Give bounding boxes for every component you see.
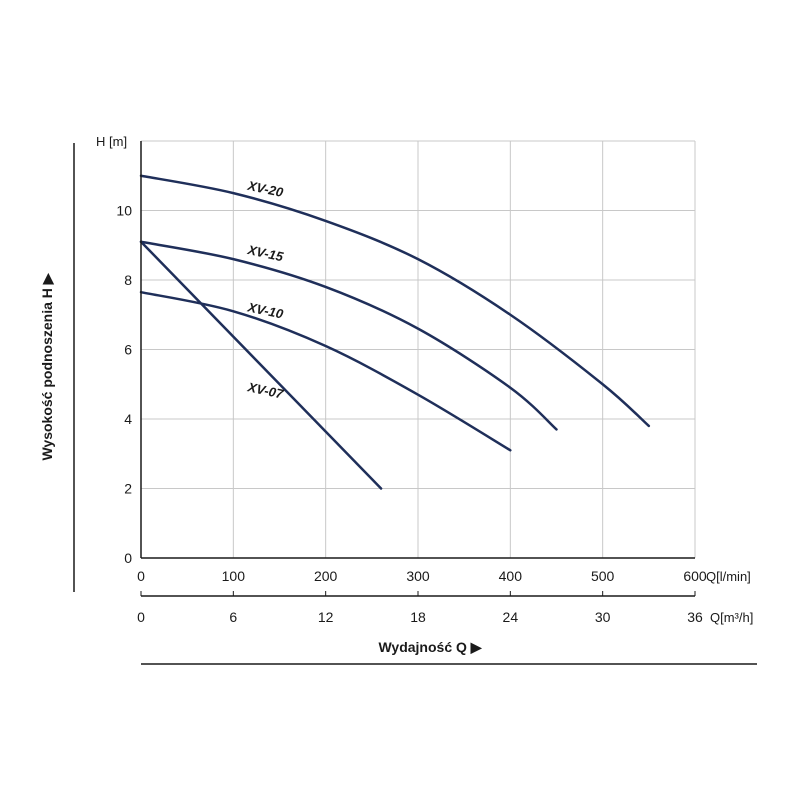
x-tick-label: 600 — [683, 568, 707, 584]
axes — [73, 141, 757, 665]
x-tick-label: 500 — [591, 568, 615, 584]
y-tick-label: 6 — [124, 342, 132, 358]
x2-tick-label: 24 — [503, 609, 519, 625]
series-line-xv-10 — [139, 290, 512, 452]
series-label-xv-10: XV-10 — [246, 299, 286, 321]
x2-unit-label: Q[m³/h] — [710, 610, 753, 625]
y-tick-label: 10 — [116, 203, 132, 219]
y-tick-label: 0 — [124, 550, 132, 566]
grid — [140, 140, 696, 559]
x2-tick-label: 30 — [595, 609, 611, 625]
y-axis-title: Wysokość podnoszenia H ▶ — [39, 272, 55, 460]
y-tick-label: 4 — [124, 411, 132, 427]
y-tick-label: 8 — [124, 272, 132, 288]
series-line-xv-15 — [139, 240, 558, 431]
x-tick-label: 100 — [222, 568, 246, 584]
x2-tick-label: 6 — [229, 609, 237, 625]
x2-tick-label: 36 — [687, 609, 703, 625]
x-tick-label: 400 — [499, 568, 523, 584]
x-axis-title: Wydajność Q ▶ — [378, 639, 482, 655]
y-tick-label: 2 — [124, 481, 132, 497]
x2-tick-label: 0 — [137, 609, 145, 625]
series-label-xv-15: XV-15 — [246, 242, 286, 264]
series-line-xv-20 — [139, 174, 651, 428]
x-tick-label: 300 — [406, 568, 430, 584]
y-unit-label: H [m] — [96, 134, 127, 149]
x2-tick-label: 12 — [318, 609, 334, 625]
x-unit-label: Q[l/min] — [706, 569, 751, 584]
x-tick-label: 0 — [137, 568, 145, 584]
series-line-xv-07 — [139, 240, 383, 490]
x2-tick-label: 18 — [410, 609, 426, 625]
x-tick-label: 200 — [314, 568, 338, 584]
